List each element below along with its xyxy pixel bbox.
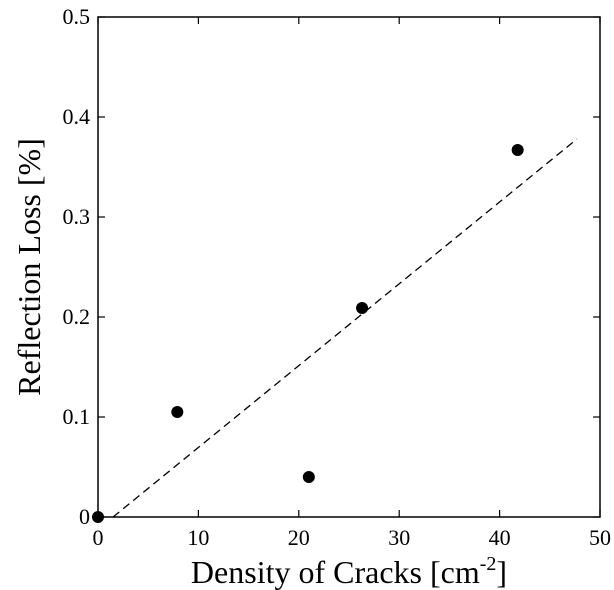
x-tick-label: 40 [489,525,511,550]
x-tick-label: 20 [288,525,310,550]
x-axis-title-suffix: ] [496,554,507,590]
y-tick-label: 0 [79,504,90,529]
data-points-layer [92,144,524,523]
data-point [171,406,184,418]
data-point [302,471,315,483]
x-tick-label: 30 [388,525,410,550]
fit-line-layer [112,138,578,518]
y-tick-label: 0.3 [63,204,91,229]
x-tick-label: 0 [93,525,104,550]
fit-line [112,138,578,518]
data-point [511,144,524,156]
x-tick-label: 50 [589,525,611,550]
ticks-layer [97,16,601,518]
y-axis-title: Reflection Loss [%] [11,138,47,396]
x-axis-title: Density of Cracks [cm-2] [191,553,507,590]
y-tick-label: 0.2 [63,304,91,329]
plot-frame [97,16,601,518]
data-point [356,302,369,314]
x-axis-title-superscript: -2 [480,553,497,575]
y-tick-label: 0.5 [63,4,91,29]
x-axis-title-main: Density of Cracks [cm [191,554,480,590]
tick-labels-layer: 0 10 20 30 40 50 0 0.1 0.2 0.3 0.4 0.5 [63,4,612,550]
x-tick-label: 10 [187,525,209,550]
y-tick-label: 0.4 [63,104,91,129]
y-tick-label: 0.1 [63,404,91,429]
